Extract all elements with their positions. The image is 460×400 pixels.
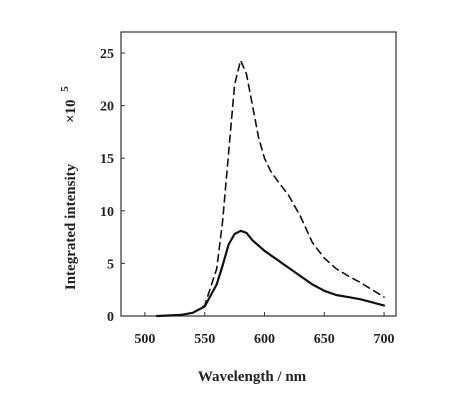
x-axis: 500 550 600 650 700: [134, 312, 395, 347]
y-tick-label: 15: [100, 152, 114, 167]
series-line-solid: [155, 229, 386, 318]
y-tick-label: 20: [100, 100, 114, 115]
y-axis: 0 5 10 15 20 25: [100, 47, 125, 325]
x-tick-label: 500: [134, 332, 155, 347]
y-tick-label: 10: [100, 205, 114, 220]
y-axis-label: Integrated intensity: [63, 163, 79, 290]
plot-frame: [120, 31, 397, 317]
series-line-dashed: [156, 59, 385, 317]
x-tick-label: 550: [194, 332, 215, 347]
y-tick-label: 5: [107, 257, 114, 272]
y-multiplier-exponent: 5: [59, 86, 71, 92]
y-tick-label: 25: [100, 47, 114, 62]
x-tick-label: 650: [314, 332, 335, 347]
x-tick-label: 700: [374, 332, 395, 347]
y-tick-label: 0: [107, 310, 114, 325]
y-multiplier-base: ×10: [63, 99, 79, 123]
x-tick-label: 600: [254, 332, 275, 347]
svg-text:×10 5: ×10 5: [59, 86, 79, 123]
y-multiplier: ×10 5: [59, 86, 79, 123]
series-group: [155, 59, 386, 318]
x-axis-label: Wavelength / nm: [198, 369, 307, 385]
